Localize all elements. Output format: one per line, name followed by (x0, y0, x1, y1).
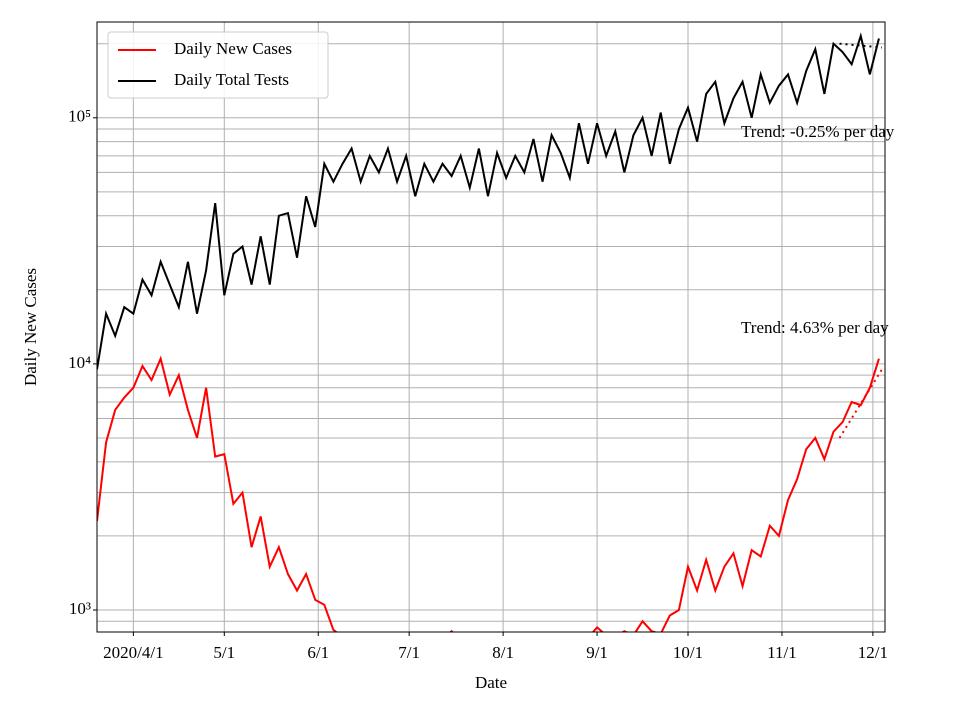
y-tick-label: 10³ (69, 599, 91, 618)
trend-line (838, 368, 883, 439)
annotation: Trend: 4.63% per day (741, 318, 889, 337)
legend-box (107, 31, 329, 99)
annotation: Trend: -0.25% per day (741, 122, 895, 141)
trend-line (839, 42, 883, 49)
legend: Daily New Cases Daily Total Tests (107, 31, 329, 99)
x-tick-label: 7/1 (398, 643, 420, 662)
y-tick-label: 10⁴ (68, 353, 91, 372)
grid (97, 22, 885, 632)
x-tick-label: 11/1 (767, 643, 797, 662)
x-axis-label: Date (475, 673, 507, 692)
x-tick-label: 6/1 (307, 643, 329, 662)
legend-label: Daily New Cases (174, 39, 292, 58)
x-tick-label: 8/1 (492, 643, 514, 662)
data-line (97, 32, 880, 370)
x-tick-label: 9/1 (586, 643, 608, 662)
data-line (97, 355, 880, 632)
plot-frame (96, 21, 886, 633)
y-axis-label: Daily New Cases (21, 268, 40, 386)
x-tick-label: 12/1 (858, 643, 888, 662)
legend-label: Daily Total Tests (174, 70, 289, 89)
y-tick-label: 10⁵ (68, 107, 91, 126)
plot-area (97, 32, 883, 632)
x-tick-label: 10/1 (673, 643, 703, 662)
x-tick-label: 5/1 (213, 643, 235, 662)
x-tick-label: 2020/4/1 (103, 643, 163, 662)
